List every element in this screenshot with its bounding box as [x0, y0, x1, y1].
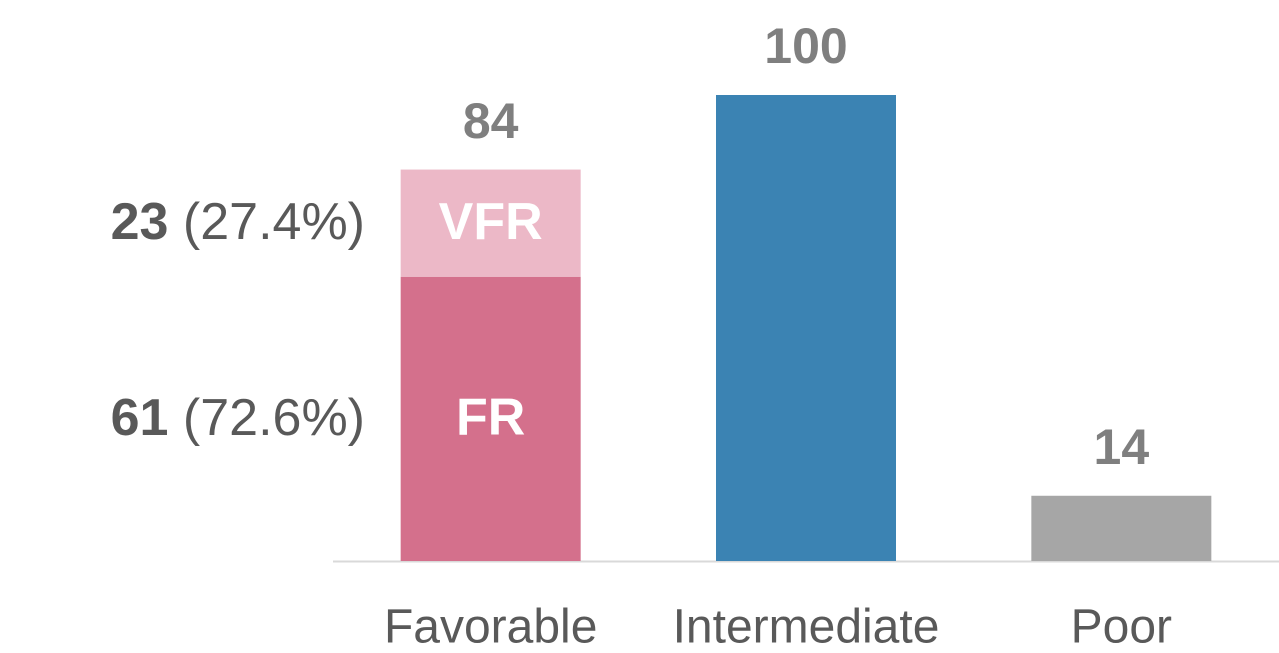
value-label: 84	[463, 93, 519, 149]
x-tick-label: Intermediate	[673, 601, 940, 653]
segment-count: 61	[111, 389, 169, 447]
bar	[1031, 495, 1212, 561]
segment-label: VFR	[439, 193, 543, 251]
bar-segment	[400, 276, 581, 561]
bar	[716, 95, 896, 561]
segment-count: 23	[111, 193, 169, 251]
bar-segment	[400, 169, 581, 277]
segment-side-label: 23 (27.4%)	[111, 193, 365, 251]
value-label: 14	[1094, 419, 1150, 475]
segment-share: (27.4%)	[183, 193, 365, 251]
segment-label: FR	[456, 389, 525, 447]
x-tick-label: Poor	[1071, 601, 1172, 653]
segment-side-label: 61 (72.6%)	[111, 389, 365, 447]
value-label: 100	[764, 18, 847, 74]
x-tick-label: Favorable	[384, 601, 597, 653]
segment-share: (72.6%)	[183, 389, 365, 447]
